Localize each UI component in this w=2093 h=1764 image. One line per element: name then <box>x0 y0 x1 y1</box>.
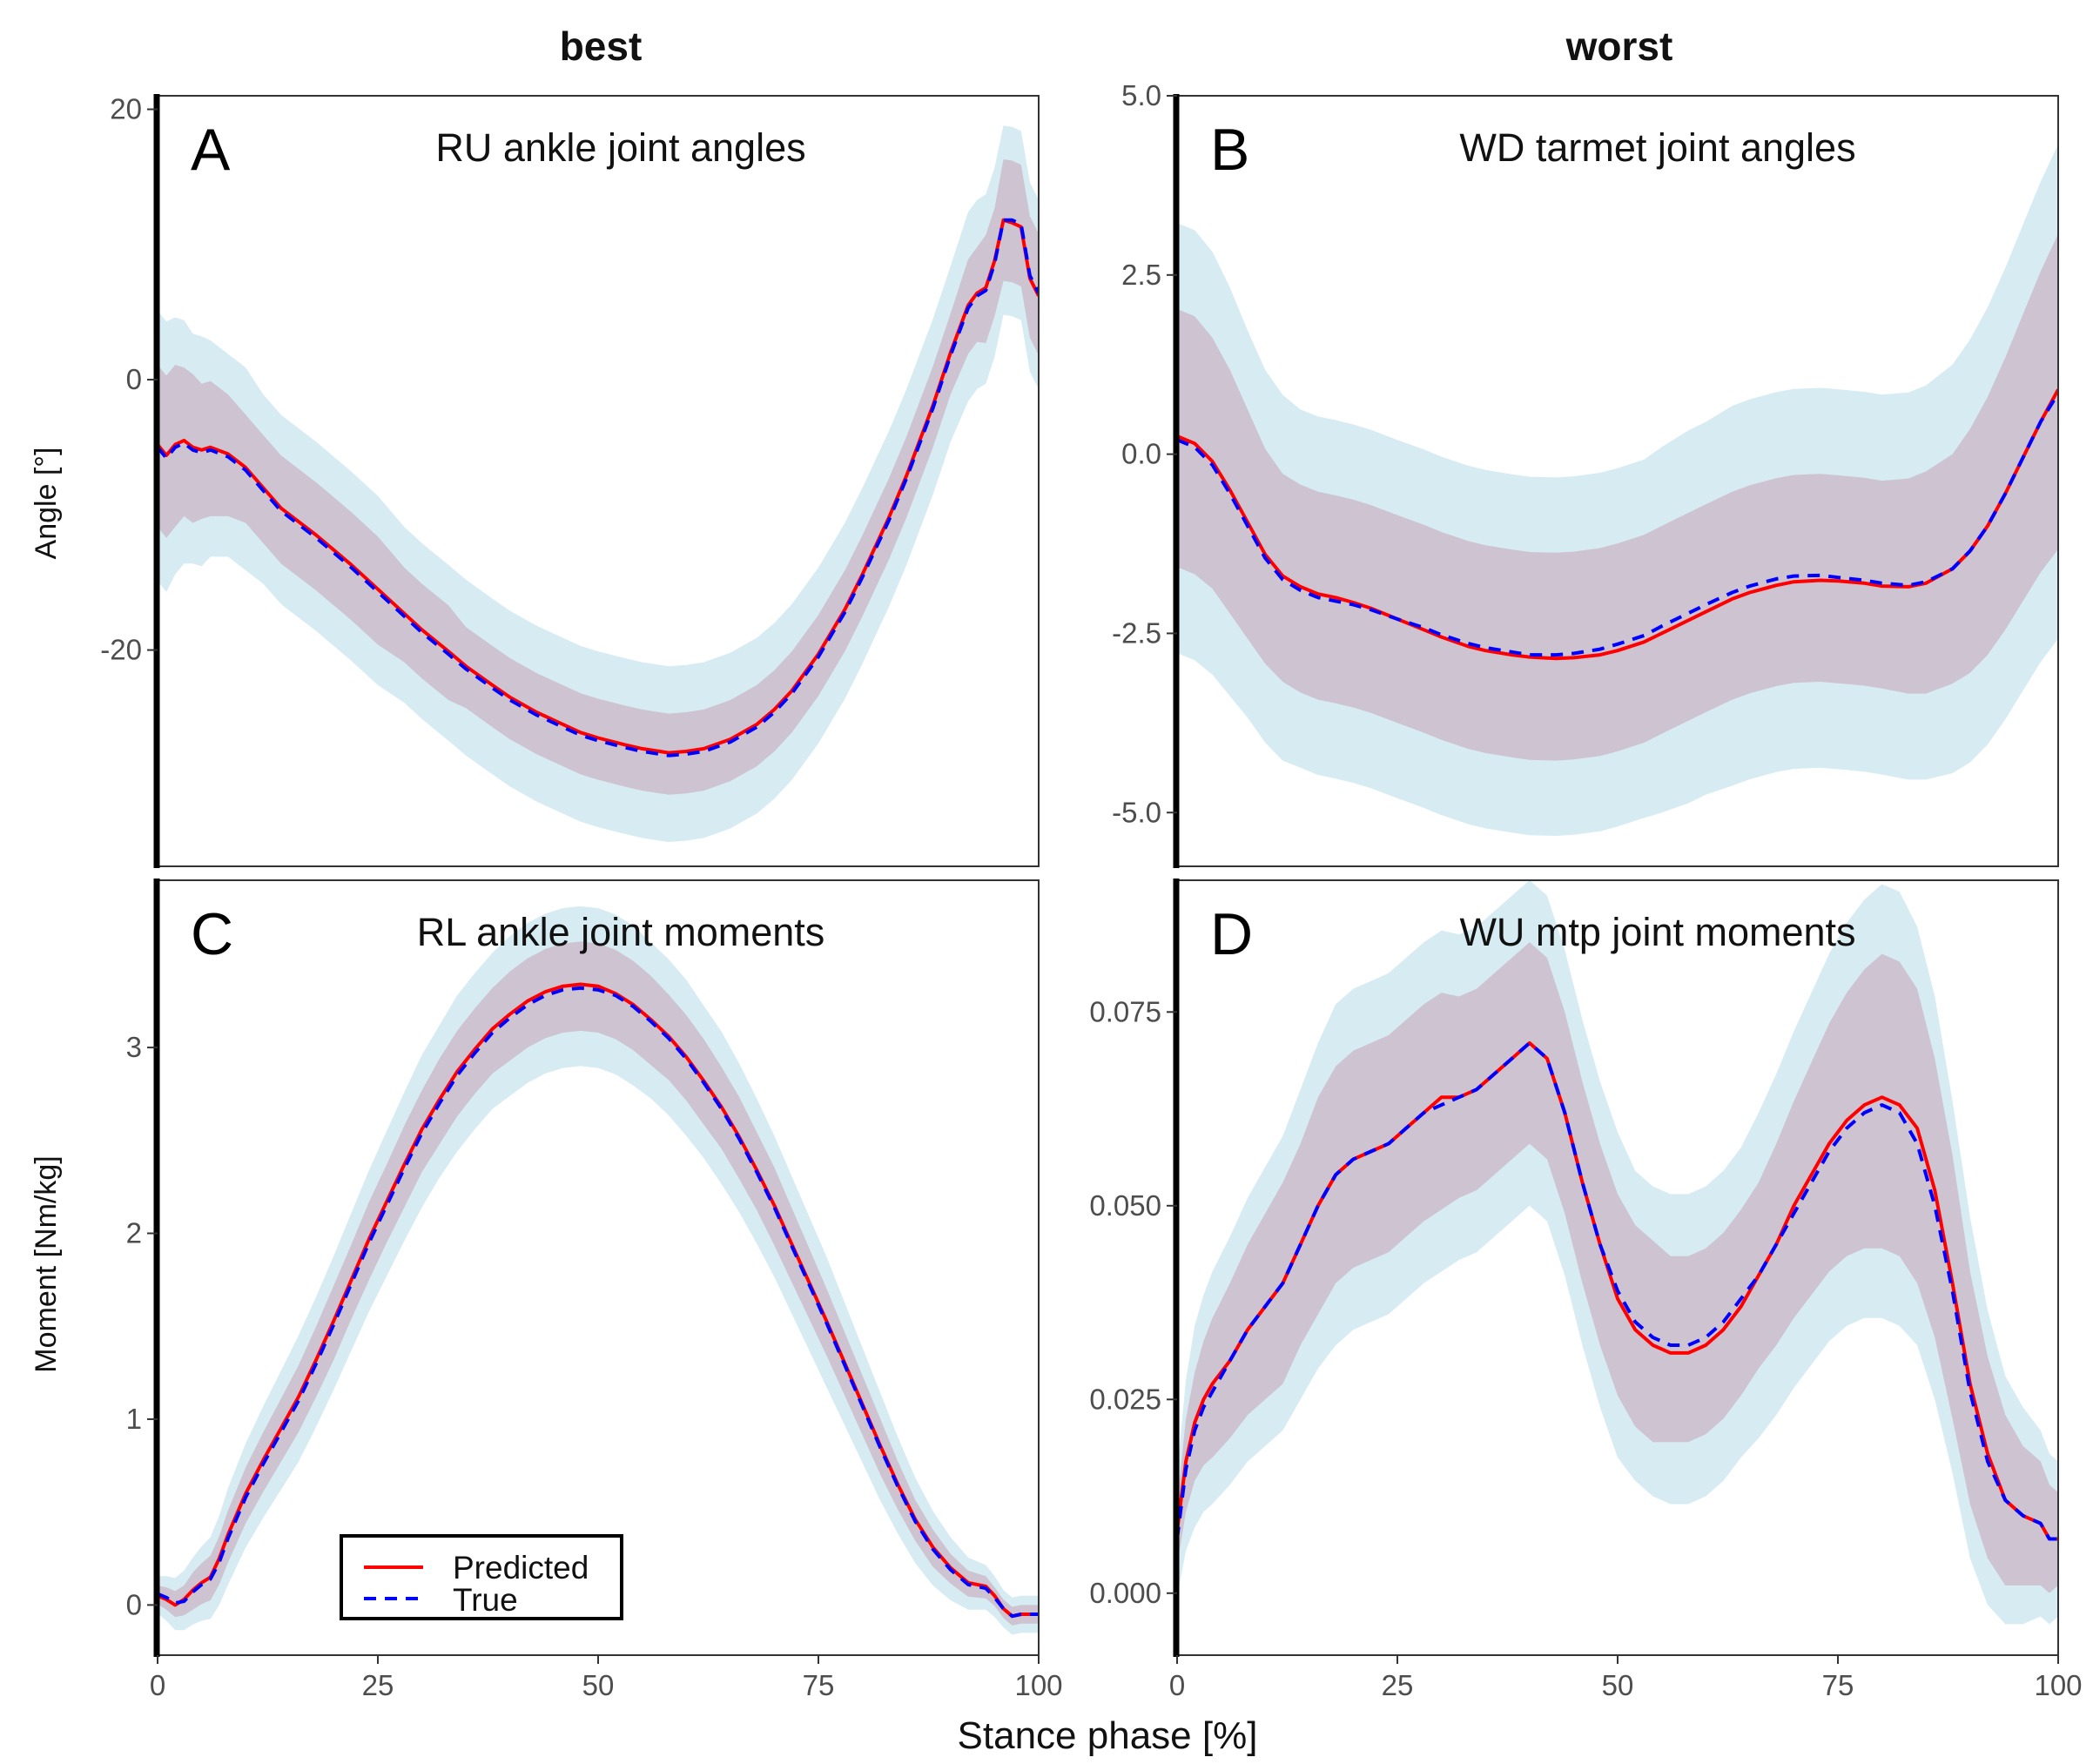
panel-d-letter: D <box>1210 901 1253 967</box>
panel-c-true-line <box>158 986 1039 1619</box>
panel-c-letter: C <box>191 901 233 967</box>
panel-a: 20 0 -20 A RU ankle joint angles <box>100 93 1040 868</box>
panels: 200-20A RU ankle joint angles5.02.50.0-2.… <box>100 79 2082 1701</box>
panel-d-y-tick-label: 0.075 <box>1089 995 1161 1027</box>
panel-c-y-tick-label: 0 <box>126 1588 142 1620</box>
panel-d-inner-band <box>1177 942 2058 1593</box>
panel-d-y-tick-label: 0.025 <box>1089 1383 1161 1415</box>
panel-d-y-tick-label: 0.050 <box>1089 1189 1161 1222</box>
panel-d: 0.075 0.050 0.025 0.000 0 25 50 75 100 D WU mtp jo… <box>1089 879 2083 1701</box>
panel-d-true-line <box>1177 1040 2058 1541</box>
panel-c-x-tick-label: 75 <box>803 1669 835 1701</box>
panel-b: 5.0 2.5 0.0 -2.5 -5.0 B WD tarmet joint angles <box>1112 79 2059 868</box>
panel-c-x-tick-label: 100 <box>1014 1669 1062 1701</box>
panel-d-x-tick-label: 100 <box>2034 1669 2082 1701</box>
panel-c-title: RL ankle joint moments <box>417 910 825 954</box>
panel-d-x-tick-label: 0 <box>1169 1669 1185 1701</box>
panel-a-true-line <box>158 218 1039 757</box>
panel-b-y-tick-label: 2.5 <box>1121 259 1161 291</box>
legend: Predicted True <box>340 1534 623 1620</box>
panel-d-y-tick-label: 0.000 <box>1089 1577 1161 1609</box>
panel-c-inner-band <box>158 941 1039 1626</box>
panel-a-y-tick-label: -20 <box>100 634 142 666</box>
legend-predicted-label: Predicted <box>453 1550 589 1586</box>
column-header-worst: worst <box>1565 24 1673 69</box>
panel-a-inner-band <box>158 159 1039 795</box>
panel-a-predicted-line <box>158 218 1039 755</box>
panel-c-x-tick-label: 50 <box>582 1669 615 1701</box>
panel-a-y-tick-label: 20 <box>110 93 142 125</box>
legend-true-label: True <box>453 1582 518 1618</box>
panel-b-y-tick-label: -5.0 <box>1112 796 1161 828</box>
panel-b-true-line <box>1177 392 2058 657</box>
panel-c-x-tick-label: 0 <box>150 1669 165 1701</box>
panel-c-y-tick-label: 3 <box>126 1031 142 1063</box>
panel-c-y-tick-label: 1 <box>126 1403 142 1435</box>
panel-a-plot-area <box>158 125 1039 843</box>
panel-b-plot-area <box>1177 144 2058 837</box>
panel-b-inner-band <box>1177 233 2058 761</box>
panel-c-y-tick-label: 2 <box>126 1217 142 1249</box>
legend-box <box>340 1534 623 1620</box>
panel-d-plot-area <box>1177 880 2058 1625</box>
panel-b-y-tick-label: 5.0 <box>1121 79 1161 111</box>
y-axis-title-moment: Moment [Nm/kg] <box>30 1155 63 1372</box>
panel-b-title: WD tarmet joint angles <box>1459 125 1855 170</box>
y-axis-title-angle: Angle [°] <box>30 448 63 560</box>
panel-a-letter: A <box>191 117 231 183</box>
panel-c-x-tick-label: 25 <box>362 1669 394 1701</box>
panel-a-title: RU ankle joint angles <box>435 125 805 170</box>
panel-d-x-tick-label: 50 <box>1602 1669 1634 1701</box>
panel-d-title: WU mtp joint moments <box>1459 910 1855 954</box>
panel-b-letter: B <box>1210 117 1249 183</box>
column-header-best: best <box>560 24 643 69</box>
panel-a-y-tick-label: 0 <box>126 363 142 395</box>
panel-b-y-tick-label: 0.0 <box>1121 438 1161 470</box>
panel-c-plot-area <box>158 906 1039 1635</box>
panel-b-y-tick-label: -2.5 <box>1112 616 1161 649</box>
panel-d-x-tick-label: 75 <box>1822 1669 1854 1701</box>
x-axis-title: Stance phase [%] <box>958 1714 1258 1757</box>
panel-d-x-tick-label: 25 <box>1382 1669 1414 1701</box>
